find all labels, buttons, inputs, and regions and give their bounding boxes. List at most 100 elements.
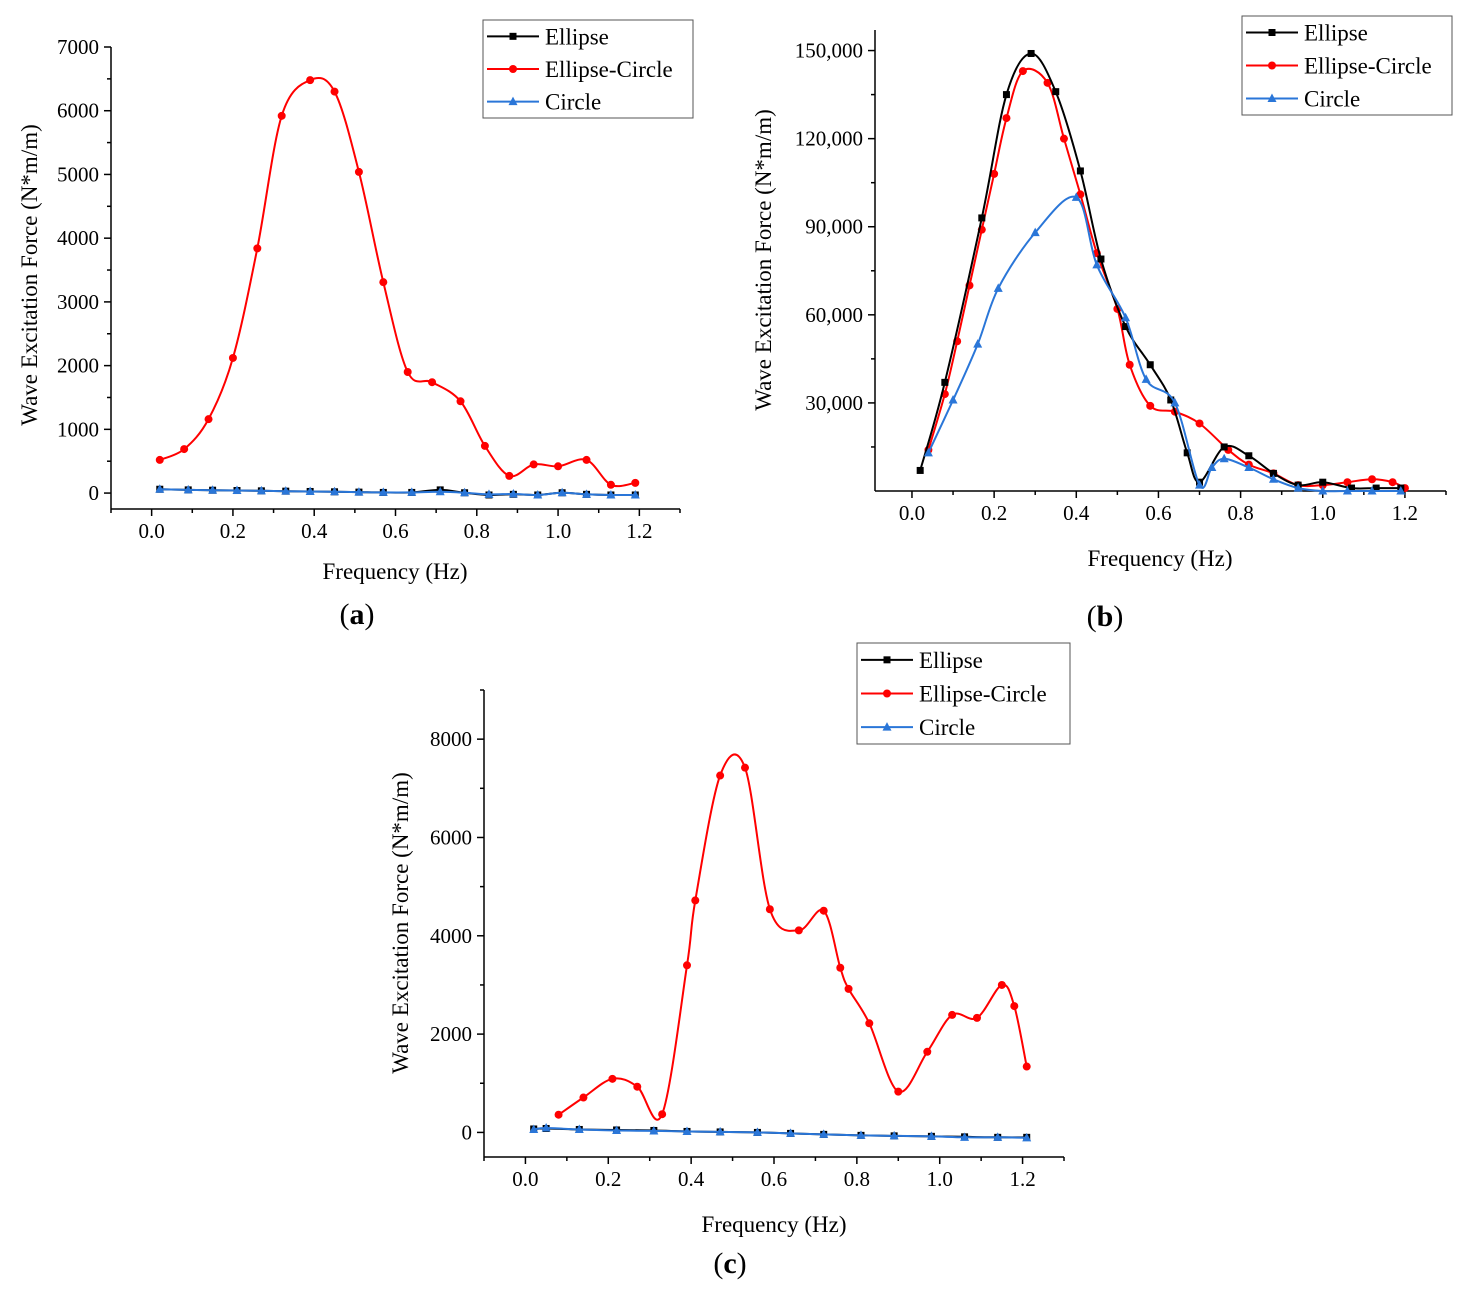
data-point xyxy=(716,771,725,780)
data-point xyxy=(683,961,691,970)
data-point xyxy=(330,87,339,96)
y-tick-label: 6000 xyxy=(430,825,472,849)
panel-letter: b xyxy=(1097,600,1114,633)
data-point xyxy=(1348,484,1356,492)
series-ellipse-circle xyxy=(924,67,1409,493)
chart-panel-c: 0.0 0.2 0.4 0.6 0.8 1.0 1.2 0 2000 4000 6000 8000 Fr… xyxy=(388,642,1071,1280)
data-point xyxy=(948,1010,957,1019)
x-tick-label: 1.0 xyxy=(927,1167,953,1191)
data-point xyxy=(529,1124,539,1133)
data-point xyxy=(682,1126,692,1135)
data-point xyxy=(379,278,388,287)
legend-marker xyxy=(883,689,891,698)
legend-label: Circle xyxy=(1304,87,1360,112)
data-point xyxy=(1121,312,1131,322)
data-point xyxy=(1022,1062,1031,1071)
data-point xyxy=(1268,474,1278,483)
x-tick-label: 0.2 xyxy=(595,1167,621,1191)
legend: Ellipse Ellipse-Circle Circle xyxy=(1241,15,1453,116)
data-point xyxy=(1195,419,1204,428)
series-line xyxy=(927,195,1401,493)
data-point xyxy=(889,1130,899,1140)
data-point xyxy=(765,905,774,914)
x-tick-label: 1.2 xyxy=(1009,1167,1035,1191)
data-point xyxy=(1167,396,1175,404)
data-point xyxy=(281,486,291,495)
legend-marker xyxy=(882,722,892,731)
legend-label: Ellipse-Circle xyxy=(1304,54,1432,79)
x-tick-label: 0.4 xyxy=(301,519,328,543)
legend-marker xyxy=(1268,29,1276,36)
data-point xyxy=(948,394,958,404)
legend-marker xyxy=(883,656,891,664)
data-point xyxy=(582,489,592,498)
data-point xyxy=(1293,483,1303,492)
data-point xyxy=(1183,449,1191,457)
data-point xyxy=(277,111,286,120)
y-tick-label: 2000 xyxy=(57,354,99,378)
x-tick-label: 0.0 xyxy=(139,519,165,543)
data-point xyxy=(633,1082,642,1091)
legend-label: Ellipse xyxy=(1304,21,1368,46)
data-point xyxy=(354,487,364,496)
data-point xyxy=(630,489,640,499)
legend-label: Circle xyxy=(919,715,975,740)
y-tick-label: 4000 xyxy=(430,924,472,948)
data-point xyxy=(923,1047,932,1056)
data-point xyxy=(916,466,924,474)
legend-label: Ellipse-Circle xyxy=(545,57,673,82)
data-point xyxy=(582,455,591,464)
data-point xyxy=(844,984,853,993)
data-point xyxy=(1122,323,1130,331)
data-point xyxy=(973,1013,981,1022)
legend: Ellipse Ellipse-Circle Circle xyxy=(856,642,1071,745)
x-tick-label: 0.8 xyxy=(1227,501,1253,525)
data-point xyxy=(1010,1002,1019,1011)
data-point xyxy=(923,447,933,457)
series-ellipse xyxy=(916,49,1405,492)
data-point xyxy=(1146,361,1154,369)
data-point xyxy=(1220,443,1228,451)
data-point xyxy=(1097,255,1105,263)
y-axis-label: Wave Excitation Force (N*m/m) xyxy=(17,124,42,426)
data-point xyxy=(631,478,640,487)
data-point xyxy=(1002,91,1010,99)
data-point xyxy=(354,167,363,176)
data-point xyxy=(1018,67,1027,76)
data-point xyxy=(180,445,189,454)
data-point xyxy=(1043,78,1052,87)
data-point xyxy=(1318,486,1328,495)
data-point xyxy=(305,486,315,495)
data-point xyxy=(1372,484,1380,492)
data-point xyxy=(1092,259,1102,269)
x-tick-label: 0.6 xyxy=(1145,501,1171,525)
data-point xyxy=(253,244,262,253)
data-point xyxy=(606,489,616,499)
data-point xyxy=(256,485,266,495)
data-point xyxy=(533,489,543,499)
data-point xyxy=(1027,49,1035,57)
data-point xyxy=(1071,192,1081,201)
x-tick-label: 0.6 xyxy=(761,1167,787,1191)
y-tick-label: 8000 xyxy=(430,727,472,751)
y-tick-label: 60,000 xyxy=(805,303,863,327)
x-tick-label: 0.2 xyxy=(220,519,246,543)
x-tick-label: 0.4 xyxy=(1063,501,1090,525)
data-point xyxy=(541,1122,551,1132)
data-point xyxy=(836,963,845,972)
series-ellipse-circle xyxy=(554,753,1031,1121)
data-point xyxy=(1195,480,1205,489)
series-line xyxy=(558,753,1028,1121)
series-circle xyxy=(529,1122,1032,1142)
data-point xyxy=(204,415,213,424)
data-point xyxy=(786,1128,796,1137)
y-axis-label: Wave Excitation Force (N*m/m) xyxy=(751,109,776,411)
panel-letter: a xyxy=(350,598,365,631)
x-tick-label: 0.8 xyxy=(844,1167,870,1191)
legend-marker xyxy=(509,32,517,40)
y-axis-label: Wave Excitation Force (N*m/m) xyxy=(388,772,413,1074)
y-tick-label: 0 xyxy=(462,1120,473,1144)
legend-label: Ellipse xyxy=(919,648,983,673)
series-circle xyxy=(923,192,1406,495)
x-axis-label: Frequency (Hz) xyxy=(1088,546,1233,571)
